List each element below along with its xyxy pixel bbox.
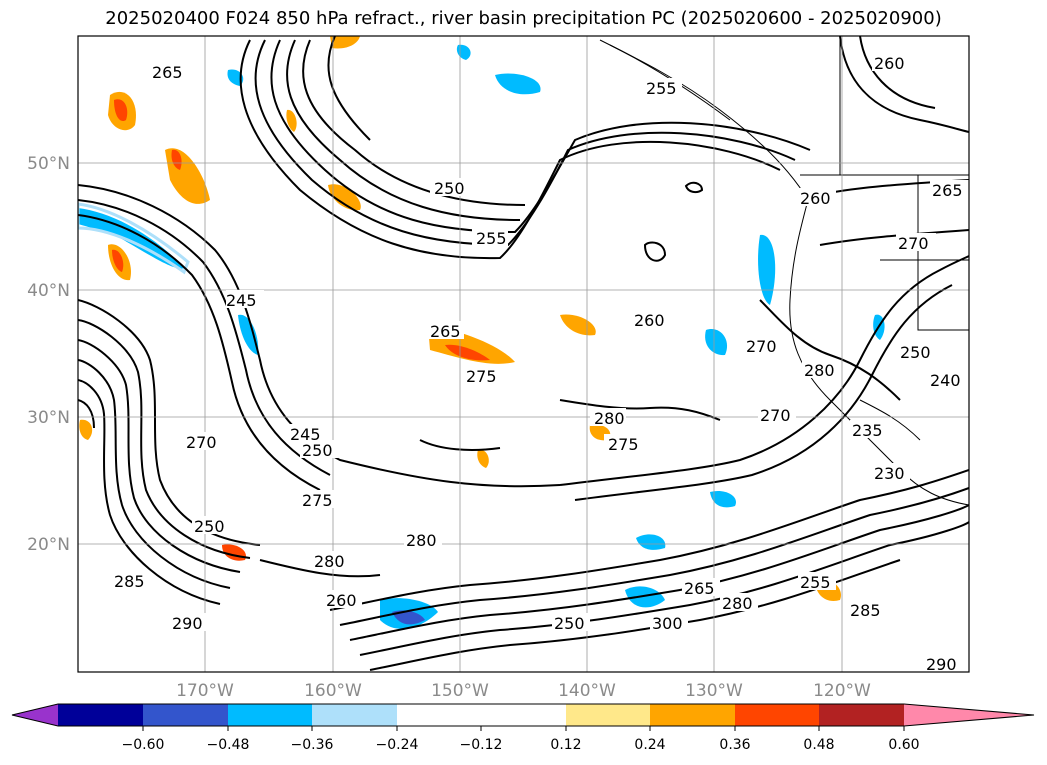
- map-panel: 265 260 250 255 260 270 265 260 265 275 …: [77, 35, 970, 674]
- contour-label: 300: [652, 614, 683, 633]
- colorbar-label: 0.48: [803, 737, 834, 753]
- contour-labels: 265 260 250 255 260 270 265 260 265 275 …: [112, 53, 969, 674]
- lon-label: 130°W: [685, 681, 743, 701]
- lat-label: 50°N: [27, 154, 70, 174]
- colorbar-segment: [481, 704, 567, 726]
- contour-label: 265: [152, 63, 183, 82]
- colorbar: −0.60 −0.48 −0.36 −0.24 −0.12 0.12 0.24 …: [11, 703, 1035, 753]
- colorbar-high-extend: [904, 704, 1034, 726]
- contour-label: 275: [608, 435, 639, 454]
- colorbar-segment: [397, 704, 483, 726]
- contour-label: 275: [466, 367, 497, 386]
- colorbar-outline: [11, 703, 1035, 727]
- contour-label: 255: [476, 229, 507, 248]
- colorbar-label: 0.36: [719, 737, 750, 753]
- contour-label: 260: [800, 189, 831, 208]
- colorbar-label: 0.60: [888, 737, 919, 753]
- contour-label: 280: [406, 531, 437, 550]
- precipitation-shading: [78, 36, 885, 629]
- lon-label: 120°W: [813, 681, 871, 701]
- contour-label: 265: [430, 322, 461, 341]
- colorbar-segment: [566, 704, 652, 726]
- contour-label: 250: [194, 517, 225, 536]
- contour-label: 255: [800, 573, 831, 592]
- contour-label: 285: [850, 601, 881, 620]
- colorbar-segment: [819, 704, 905, 726]
- colorbar-label: −0.24: [376, 737, 419, 753]
- colorbar-segment: [58, 704, 144, 726]
- map-background: [78, 36, 969, 672]
- colorbar-label: −0.48: [207, 737, 250, 753]
- contour-label: 280: [314, 552, 345, 571]
- contour-label: 250: [900, 343, 931, 362]
- lat-label: 20°N: [27, 535, 70, 555]
- lon-label: 150°W: [431, 681, 489, 701]
- contour-label: 265: [684, 579, 715, 598]
- contour-label: 250: [554, 614, 585, 633]
- contour-label: 260: [326, 591, 357, 610]
- colorbar-segment: [735, 704, 821, 726]
- contour-label: 255: [646, 79, 677, 98]
- colorbar-segment: [143, 704, 229, 726]
- colorbar-label: −0.36: [291, 737, 334, 753]
- contour-label: 270: [746, 337, 777, 356]
- contour-label: 280: [804, 361, 835, 380]
- contour-label: 290: [172, 614, 203, 633]
- longitude-labels: 170°W 160°W 150°W 140°W 130°W 120°W: [176, 681, 871, 701]
- contour-label: 285: [114, 572, 145, 591]
- contour-label: 280: [722, 594, 753, 613]
- lon-label: 160°W: [304, 681, 362, 701]
- contour-label: 270: [186, 433, 217, 452]
- latitude-labels: 50°N 40°N 30°N 20°N: [27, 154, 70, 555]
- contour-label: 250: [302, 441, 333, 460]
- contour-label: 280: [594, 409, 625, 428]
- map-frame: [77, 35, 970, 673]
- contour-label: 245: [226, 291, 257, 310]
- colorbar-label: −0.12: [460, 737, 503, 753]
- lat-label: 30°N: [27, 408, 70, 428]
- contour-label: 275: [302, 491, 333, 510]
- contour-label: 260: [634, 311, 665, 330]
- colorbar-segment: [312, 704, 398, 726]
- colorbar-segment: [228, 704, 314, 726]
- lon-label: 140°W: [558, 681, 616, 701]
- contour-label: 270: [898, 234, 929, 253]
- colorbar-label: −0.60: [122, 737, 165, 753]
- contour-label: 260: [874, 54, 905, 73]
- contour-label: 245: [290, 425, 321, 444]
- contour-label: 265: [932, 181, 963, 200]
- contour-label: 235: [852, 421, 883, 440]
- colorbar-segment: [650, 704, 736, 726]
- colorbar-label: 0.12: [550, 737, 581, 753]
- contour-label: 240: [930, 371, 961, 390]
- contour-label: 290: [926, 655, 957, 674]
- lon-label: 170°W: [176, 681, 234, 701]
- contour-label: 250: [434, 179, 465, 198]
- colorbar-low-extend: [12, 704, 58, 726]
- map-title: 2025020400 F024 850 hPa refract., river …: [105, 8, 942, 29]
- contour-label: 230: [874, 464, 905, 483]
- lat-label: 40°N: [27, 281, 70, 301]
- contour-label: 270: [760, 406, 791, 425]
- colorbar-label: 0.24: [634, 737, 665, 753]
